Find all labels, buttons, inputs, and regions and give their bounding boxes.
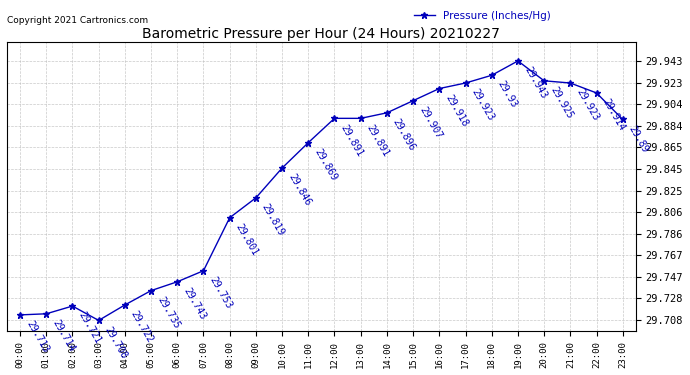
Title: Barometric Pressure per Hour (24 Hours) 20210227: Barometric Pressure per Hour (24 Hours) … — [142, 27, 500, 41]
Text: 29.93: 29.93 — [496, 80, 520, 110]
Text: 29.708: 29.708 — [103, 325, 129, 360]
Pressure (Inches/Hg) — [383, 111, 391, 115]
Pressure (Inches/Hg) — [42, 312, 50, 316]
Pressure (Inches/Hg) — [68, 304, 77, 308]
Text: 29.714: 29.714 — [50, 318, 77, 354]
Text: 29.896: 29.896 — [391, 117, 417, 153]
Text: 29.721: 29.721 — [77, 310, 103, 346]
Pressure (Inches/Hg) — [173, 279, 181, 284]
Text: 29.891: 29.891 — [365, 123, 391, 158]
Text: 29.819: 29.819 — [260, 202, 286, 237]
Pressure (Inches/Hg) — [199, 268, 208, 273]
Text: 29.743: 29.743 — [181, 286, 208, 321]
Pressure (Inches/Hg) — [566, 81, 575, 85]
Pressure (Inches/Hg) — [95, 318, 103, 322]
Pressure (Inches/Hg) — [16, 313, 24, 317]
Text: 29.801: 29.801 — [234, 222, 260, 257]
Text: Copyright 2021 Cartronics.com: Copyright 2021 Cartronics.com — [7, 16, 148, 25]
Text: 29.713: 29.713 — [24, 319, 50, 355]
Text: 29.907: 29.907 — [417, 105, 444, 140]
Pressure (Inches/Hg) — [147, 288, 155, 293]
Pressure (Inches/Hg) — [357, 116, 365, 121]
Text: 29.943: 29.943 — [522, 65, 549, 100]
Text: 29.735: 29.735 — [155, 295, 181, 330]
Pressure (Inches/Hg) — [252, 196, 260, 200]
Text: 29.918: 29.918 — [444, 93, 470, 128]
Pressure (Inches/Hg) — [619, 117, 627, 122]
Line: Pressure (Inches/Hg): Pressure (Inches/Hg) — [17, 57, 627, 324]
Pressure (Inches/Hg) — [121, 303, 129, 307]
Text: 29.869: 29.869 — [313, 147, 339, 182]
Text: 29.914: 29.914 — [601, 97, 627, 133]
Text: 29.923: 29.923 — [470, 87, 496, 123]
Pressure (Inches/Hg) — [593, 91, 601, 95]
Text: 29.925: 29.925 — [549, 85, 575, 120]
Text: 29.89: 29.89 — [627, 124, 650, 154]
Pressure (Inches/Hg) — [435, 86, 444, 91]
Text: 29.891: 29.891 — [339, 123, 365, 158]
Pressure (Inches/Hg) — [278, 166, 286, 170]
Text: 29.722: 29.722 — [129, 309, 155, 345]
Text: 29.923: 29.923 — [575, 87, 601, 123]
Pressure (Inches/Hg) — [331, 116, 339, 121]
Pressure (Inches/Hg) — [304, 140, 313, 145]
Pressure (Inches/Hg) — [462, 81, 470, 85]
Pressure (Inches/Hg) — [488, 73, 496, 78]
Legend: Pressure (Inches/Hg): Pressure (Inches/Hg) — [410, 7, 555, 25]
Text: 29.846: 29.846 — [286, 172, 313, 208]
Pressure (Inches/Hg) — [409, 98, 417, 103]
Pressure (Inches/Hg) — [540, 78, 549, 83]
Pressure (Inches/Hg) — [514, 58, 522, 63]
Pressure (Inches/Hg) — [226, 216, 234, 220]
Text: 29.753: 29.753 — [208, 275, 234, 310]
